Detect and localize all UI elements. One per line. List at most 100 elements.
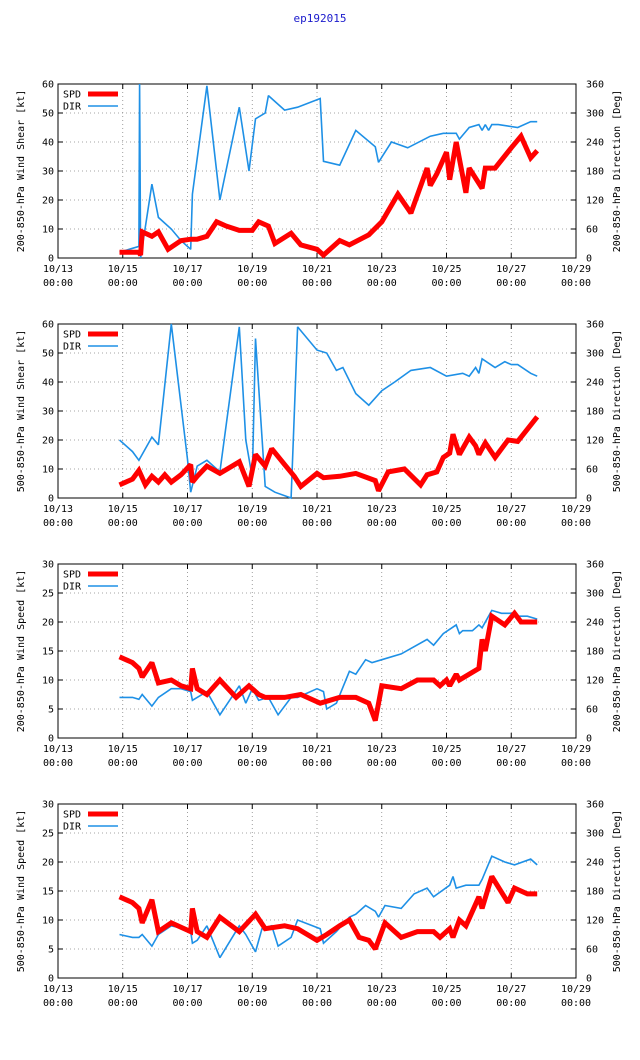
x-tick-label-date: 10/19 bbox=[237, 504, 267, 515]
y2-tick-label: 180 bbox=[586, 647, 604, 658]
y-tick-label: 25 bbox=[42, 589, 54, 600]
y-tick-label: 15 bbox=[42, 887, 54, 898]
y2-tick-label: 60 bbox=[586, 225, 598, 236]
chart-panel-2: 0 10 20 30 40 50 60 0 60 120 180 240 300 360 10/13 00:0… bbox=[16, 320, 623, 530]
x-tick-label-date: 10/25 bbox=[431, 744, 461, 755]
y-axis-title: 200-850-hPa Wind Shear [kt] bbox=[16, 90, 27, 253]
x-tick-label-time: 00:00 bbox=[302, 758, 332, 769]
x-tick-label-date: 10/13 bbox=[43, 504, 73, 515]
legend-label-dir: DIR bbox=[63, 582, 82, 593]
x-tick-label-date: 10/15 bbox=[108, 504, 138, 515]
x-tick-label-date: 10/27 bbox=[496, 264, 526, 275]
y-tick-label: 20 bbox=[42, 196, 54, 207]
y2-tick-label: 360 bbox=[586, 80, 604, 91]
x-tick-label-time: 00:00 bbox=[561, 758, 591, 769]
y2-tick-label: 180 bbox=[586, 167, 604, 178]
legend-label-spd: SPD bbox=[63, 570, 81, 581]
x-tick-label-date: 10/23 bbox=[367, 744, 397, 755]
legend-label-dir: DIR bbox=[63, 822, 82, 833]
x-tick-label-date: 10/13 bbox=[43, 744, 73, 755]
y2-tick-label: 0 bbox=[586, 254, 592, 265]
x-tick-label-date: 10/25 bbox=[431, 264, 461, 275]
y-axis-title: 500-850-hPa Wind Shear [kt] bbox=[16, 330, 27, 493]
series-line-spd bbox=[118, 609, 538, 722]
x-tick-label-date: 10/17 bbox=[172, 504, 202, 515]
x-tick-label-date: 10/19 bbox=[237, 264, 267, 275]
series-line-spd bbox=[118, 415, 540, 492]
x-tick-label-date: 10/21 bbox=[302, 984, 332, 995]
x-tick-label-time: 00:00 bbox=[108, 518, 138, 529]
x-tick-label-time: 00:00 bbox=[431, 998, 461, 1009]
x-tick-label-time: 00:00 bbox=[431, 278, 461, 289]
x-tick-label-time: 00:00 bbox=[367, 278, 397, 289]
y2-tick-label: 360 bbox=[586, 320, 604, 331]
x-tick-label-time: 00:00 bbox=[108, 998, 138, 1009]
x-tick-label-date: 10/17 bbox=[172, 744, 202, 755]
x-tick-label-time: 00:00 bbox=[561, 278, 591, 289]
x-tick-label-date: 10/27 bbox=[496, 504, 526, 515]
y-tick-label: 20 bbox=[42, 858, 54, 869]
x-tick-label-time: 00:00 bbox=[431, 518, 461, 529]
y-tick-label: 10 bbox=[42, 676, 54, 687]
legend-label-dir: DIR bbox=[63, 102, 82, 113]
x-tick-label-time: 00:00 bbox=[302, 518, 332, 529]
x-tick-label-date: 10/15 bbox=[108, 984, 138, 995]
x-tick-label-date: 10/29 bbox=[561, 264, 591, 275]
y2-tick-label: 240 bbox=[586, 858, 604, 869]
y-tick-label: 50 bbox=[42, 349, 54, 360]
x-tick-label-date: 10/25 bbox=[431, 984, 461, 995]
y2-tick-label: 120 bbox=[586, 916, 604, 927]
y-tick-label: 30 bbox=[42, 800, 54, 811]
y2-tick-label: 0 bbox=[586, 734, 592, 745]
x-tick-label-time: 00:00 bbox=[237, 998, 267, 1009]
y-tick-label: 25 bbox=[42, 829, 54, 840]
chart-panel-3: 05101520253006012018024030036010/1300:00… bbox=[16, 560, 623, 770]
legend-label-spd: SPD bbox=[63, 330, 81, 341]
y2-tick-label: 300 bbox=[586, 589, 604, 600]
x-tick-label-time: 00:00 bbox=[496, 278, 526, 289]
x-tick-label-date: 10/17 bbox=[172, 264, 202, 275]
y-tick-label: 60 bbox=[42, 80, 54, 91]
x-tick-label-time: 00:00 bbox=[172, 758, 202, 769]
x-tick-label-time: 00:00 bbox=[561, 998, 591, 1009]
x-tick-label-time: 00:00 bbox=[172, 518, 202, 529]
x-tick-label-date: 10/19 bbox=[237, 744, 267, 755]
x-tick-label-time: 00:00 bbox=[237, 518, 267, 529]
y2-tick-label: 120 bbox=[586, 436, 604, 447]
x-tick-label-time: 00:00 bbox=[108, 758, 138, 769]
x-tick-label-date: 10/15 bbox=[108, 264, 138, 275]
series-line-dir bbox=[119, 609, 538, 717]
y2-tick-label: 240 bbox=[586, 618, 604, 629]
x-tick-label-date: 10/29 bbox=[561, 744, 591, 755]
y-tick-label: 60 bbox=[42, 320, 54, 331]
x-tick-label-time: 00:00 bbox=[561, 518, 591, 529]
y2-tick-label: 300 bbox=[586, 349, 604, 360]
legend-label-dir: DIR bbox=[63, 342, 82, 353]
x-tick-label-date: 10/23 bbox=[367, 984, 397, 995]
x-tick-label-time: 00:00 bbox=[367, 758, 397, 769]
y-tick-label: 40 bbox=[42, 138, 54, 149]
y-tick-label: 5 bbox=[48, 705, 54, 716]
series-line-dir bbox=[119, 83, 538, 259]
x-tick-label-time: 00:00 bbox=[431, 758, 461, 769]
y2-axis-title: 200-850-hPa Direction [Deg] bbox=[612, 90, 623, 253]
chart-panel-4: 05101520253006012018024030036010/1300:00… bbox=[16, 800, 623, 1010]
y-tick-label: 0 bbox=[48, 734, 54, 745]
x-tick-label-time: 00:00 bbox=[108, 278, 138, 289]
legend-label-spd: SPD bbox=[63, 810, 81, 821]
x-tick-label-date: 10/19 bbox=[237, 984, 267, 995]
y-tick-label: 10 bbox=[42, 916, 54, 927]
y-tick-label: 15 bbox=[42, 647, 54, 658]
x-tick-label-time: 00:00 bbox=[43, 758, 73, 769]
y2-tick-label: 240 bbox=[586, 378, 604, 389]
y-tick-label: 5 bbox=[48, 945, 54, 956]
x-tick-label-time: 00:00 bbox=[496, 758, 526, 769]
y-tick-label: 30 bbox=[42, 167, 54, 178]
page-title: ep192015 bbox=[293, 12, 347, 25]
y2-tick-label: 0 bbox=[586, 974, 592, 985]
y-tick-label: 0 bbox=[48, 254, 54, 265]
y-tick-label: 40 bbox=[42, 378, 54, 389]
x-tick-label-date: 10/25 bbox=[431, 504, 461, 515]
x-tick-label-date: 10/17 bbox=[172, 984, 202, 995]
y-tick-label: 20 bbox=[42, 436, 54, 447]
